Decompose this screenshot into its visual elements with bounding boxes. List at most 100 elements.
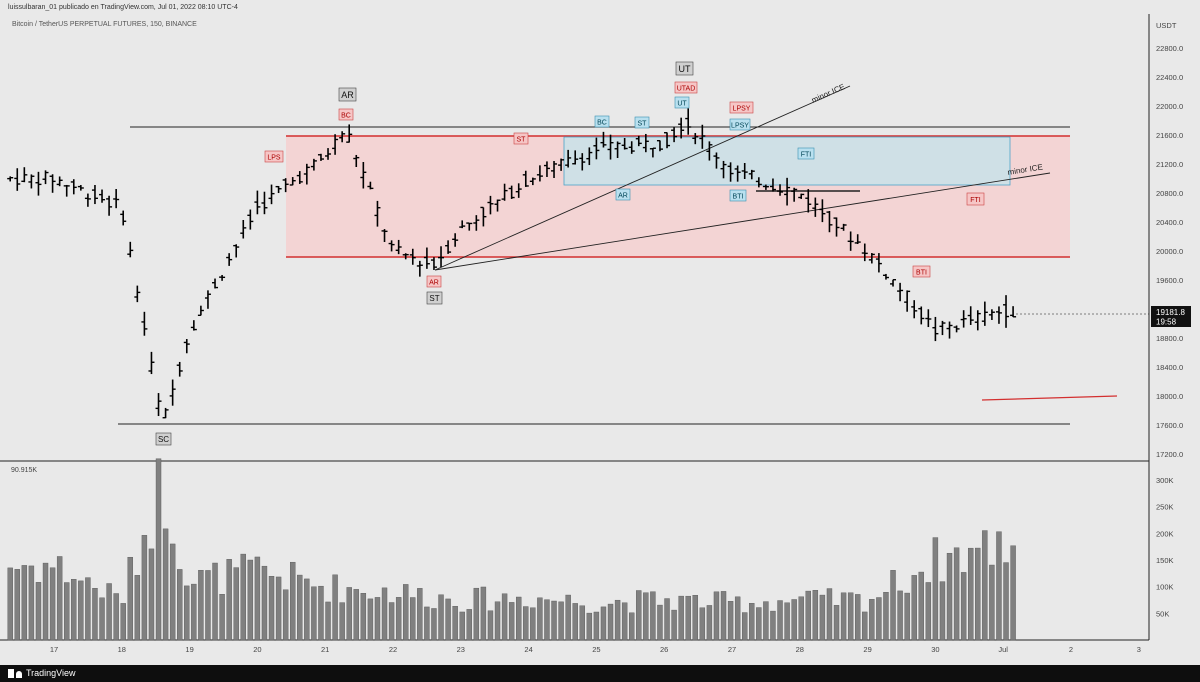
label-st-2[interactable]: ST xyxy=(513,132,529,145)
label-lps[interactable]: LPS xyxy=(264,150,284,163)
label-fti-1[interactable]: FTI xyxy=(797,147,815,160)
volume-axis[interactable]: 300K 250K 200K 150K 100K 50K xyxy=(1156,476,1174,618)
volume-bar xyxy=(643,592,649,641)
volume-bar xyxy=(636,590,642,641)
volume-bar xyxy=(487,610,494,641)
label-ar-3[interactable]: AR xyxy=(615,188,631,201)
volume-bar xyxy=(699,607,706,641)
volume-bar xyxy=(7,567,13,641)
price-tick-label: 19600.0 xyxy=(1156,276,1183,285)
volume-bar xyxy=(657,604,663,641)
volume-bar xyxy=(85,577,91,641)
volume-bar xyxy=(261,565,268,641)
label-st-3[interactable]: ST xyxy=(634,116,650,129)
volume-bar xyxy=(734,596,741,641)
bar-countdown: 19:58 xyxy=(1156,318,1177,327)
volume-bar xyxy=(64,582,70,641)
volume-bar xyxy=(494,601,501,641)
footer-bar: TradingView xyxy=(0,665,1200,682)
volume-bar xyxy=(438,594,444,641)
svg-text:LPSY: LPSY xyxy=(731,123,749,130)
volume-bar xyxy=(212,562,218,641)
volume-bar xyxy=(56,556,63,641)
volume-bar xyxy=(127,556,133,641)
label-sc[interactable]: SC xyxy=(155,432,172,446)
label-ar-1[interactable]: AR xyxy=(338,87,357,102)
label-ar-2[interactable]: AR xyxy=(426,275,442,288)
volume-bar xyxy=(452,606,458,641)
volume-bar xyxy=(318,585,324,641)
price-bars xyxy=(7,108,1017,419)
tradingview-brand[interactable]: TradingView xyxy=(8,668,76,678)
volume-bar xyxy=(946,552,953,641)
volume-bar xyxy=(431,608,437,641)
volume-bar xyxy=(148,548,155,641)
label-utad[interactable]: UTAD xyxy=(674,81,698,94)
volume-bar xyxy=(989,564,995,641)
time-axis[interactable]: 17 18 19 20 21 22 23 24 25 26 27 28 29 30 Jul 2 3 xyxy=(50,645,1141,654)
label-bti-2[interactable]: BTI xyxy=(912,265,931,278)
volume-bar xyxy=(862,611,868,641)
volume-bar xyxy=(113,593,119,641)
volume-bar xyxy=(508,602,515,641)
svg-text:AR: AR xyxy=(618,193,628,200)
inner-range-box[interactable] xyxy=(563,136,1011,186)
volume-bar xyxy=(975,547,981,641)
volume-bar xyxy=(869,599,875,641)
volume-bar xyxy=(629,612,635,641)
time-tick-label: 29 xyxy=(863,645,871,654)
volume-bar xyxy=(791,599,797,641)
time-tick-label: 22 xyxy=(389,645,397,654)
volume-bar xyxy=(897,590,903,641)
label-ut-1[interactable]: UT xyxy=(675,61,694,76)
svg-text:BTI: BTI xyxy=(733,194,744,201)
volume-bar xyxy=(819,594,826,641)
volume-bar xyxy=(381,587,388,641)
volume-bar xyxy=(1010,545,1016,641)
volume-bar xyxy=(537,597,543,641)
label-ut-2[interactable]: UT xyxy=(674,96,690,109)
volume-bar xyxy=(155,458,162,641)
symbol-info: Bitcoin / TetherUS PERPETUAL FUTURES, 15… xyxy=(12,21,197,28)
svg-text:BC: BC xyxy=(597,120,607,127)
price-tick-label: 20800.0 xyxy=(1156,189,1183,198)
last-price-badge xyxy=(1151,306,1191,327)
volume-bar xyxy=(692,595,698,641)
label-bc-1[interactable]: BC xyxy=(338,108,354,121)
volume-bar xyxy=(932,537,939,641)
volume-bar xyxy=(855,594,861,641)
volume-bar xyxy=(650,591,656,641)
label-lpsy-2[interactable]: LPSY xyxy=(729,118,751,131)
volume-bar xyxy=(551,600,557,641)
label-fti-2[interactable]: FTI xyxy=(966,192,985,206)
volume-bar xyxy=(268,576,275,641)
last-price: 19181.8 xyxy=(1156,308,1185,317)
chart-canvas[interactable]: minor ICE minor ICE SC AR BC LPS AR ST S… xyxy=(0,0,1200,665)
volume-bar xyxy=(290,561,296,641)
brand-name: TradingView xyxy=(26,668,76,678)
volume-bar xyxy=(968,547,974,641)
volume-bar xyxy=(275,576,282,641)
volume-tick-label: 50K xyxy=(1156,609,1169,618)
volume-bar xyxy=(720,591,727,641)
label-bc-2[interactable]: BC xyxy=(594,115,610,128)
trendline-minor-ice-1[interactable] xyxy=(434,85,851,271)
red-projection-line[interactable] xyxy=(981,395,1118,401)
trendline-minor-ice-2[interactable] xyxy=(434,172,1051,271)
volume-bar xyxy=(756,607,762,641)
price-axis[interactable]: 22800.0 22400.0 22000.0 21600.0 21200.0 20800… xyxy=(1156,44,1183,459)
label-st-1[interactable]: ST xyxy=(426,291,443,305)
volume-bar xyxy=(579,605,585,641)
volume-bar xyxy=(169,543,176,641)
label-bti-1[interactable]: BTI xyxy=(729,189,747,202)
volume-bar xyxy=(226,559,232,641)
label-lpsy-1[interactable]: LPSY xyxy=(729,101,754,114)
volume-bar xyxy=(706,605,713,641)
price-tick-label: 18400.0 xyxy=(1156,363,1183,372)
volume-bar xyxy=(607,603,614,641)
volume-bar xyxy=(339,602,345,641)
time-tick-label: 20 xyxy=(253,645,261,654)
volume-bar xyxy=(953,547,960,641)
volume-bar xyxy=(763,601,769,641)
